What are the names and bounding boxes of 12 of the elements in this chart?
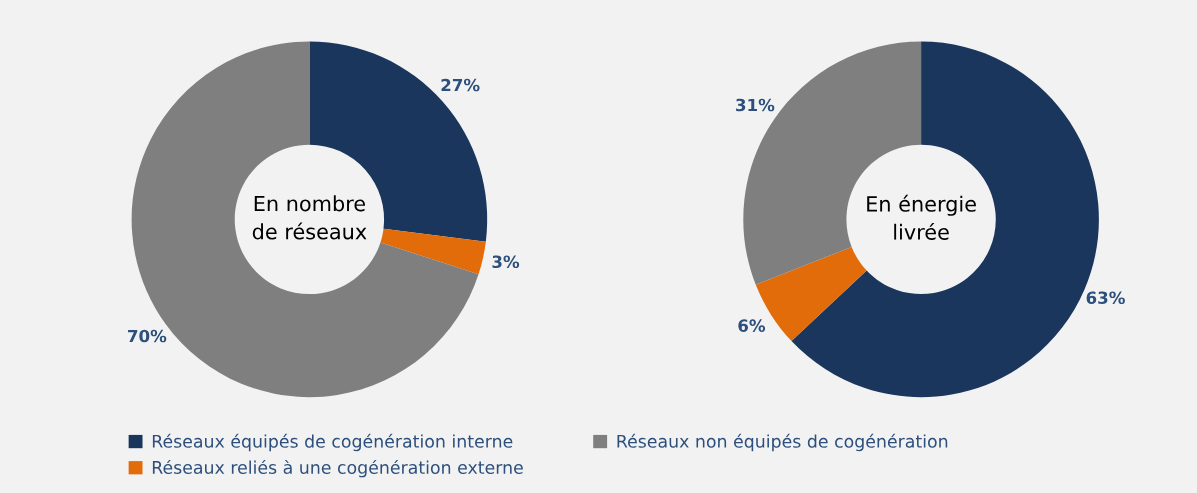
text: En nombre de réseaux [252,195,367,240]
data-label: 6% [738,319,766,332]
legend-label: Réseaux non équipés de cogénération [617,433,948,452]
data-label: 27% [441,78,480,92]
data-label: 70% [128,329,167,343]
donut-slice [380,228,486,275]
data-label: 63% [1086,291,1125,305]
legend-label: Réseaux reliés à une cogénération externe [152,459,523,478]
data-label: 3% [492,255,520,269]
legend-label: Réseaux équipés de cogénération interne [152,433,513,452]
data-label: 31% [736,98,775,112]
text: En énergie livrée [867,194,976,240]
